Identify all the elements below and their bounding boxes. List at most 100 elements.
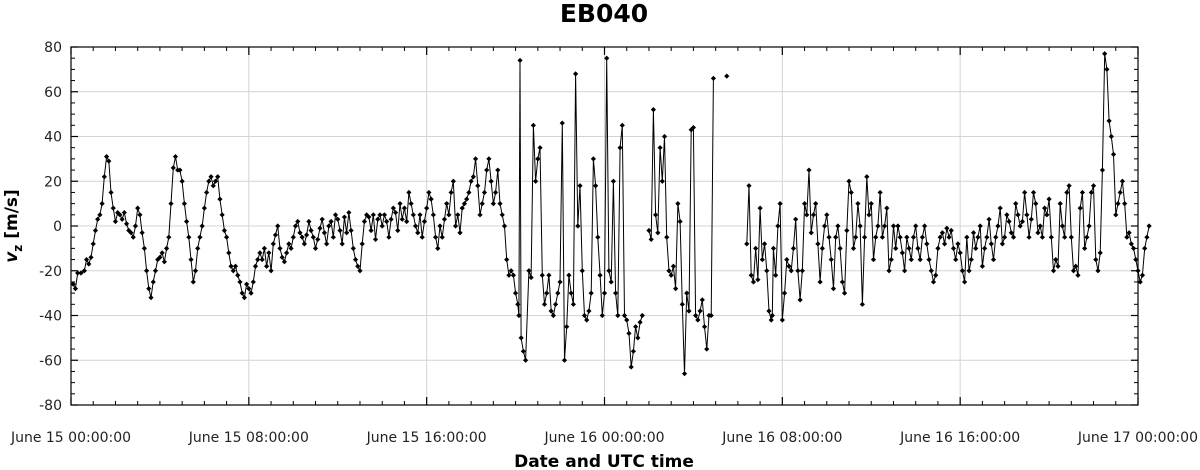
data-point xyxy=(208,174,214,180)
data-point xyxy=(330,234,336,240)
data-point xyxy=(824,212,830,218)
data-point xyxy=(1026,234,1032,240)
y-tick-label: 0 xyxy=(53,219,62,235)
y-tick-label: -40 xyxy=(39,309,62,325)
data-point xyxy=(261,245,267,251)
data-point xyxy=(859,301,865,307)
data-point xyxy=(332,212,339,218)
data-point xyxy=(695,317,701,323)
data-point xyxy=(230,268,236,274)
data-point xyxy=(499,212,505,218)
data-point xyxy=(266,250,272,256)
data-point xyxy=(437,223,443,229)
data-point xyxy=(993,234,999,240)
data-point xyxy=(397,201,403,207)
data-point xyxy=(515,301,521,307)
data-point xyxy=(686,308,692,314)
data-point xyxy=(635,335,641,341)
data-point xyxy=(75,270,81,276)
data-point xyxy=(148,295,154,301)
data-point xyxy=(192,268,199,274)
data-point xyxy=(677,218,683,225)
series-markers xyxy=(70,51,1152,377)
data-point xyxy=(926,256,932,263)
data-point xyxy=(103,154,110,160)
data-point xyxy=(917,256,923,263)
data-point xyxy=(319,216,325,222)
data-point xyxy=(768,317,774,323)
data-point xyxy=(930,279,937,285)
data-point xyxy=(239,290,245,296)
data-point xyxy=(83,256,90,263)
data-point xyxy=(484,167,490,173)
data-point xyxy=(346,209,352,216)
data-point xyxy=(864,174,870,180)
data-point xyxy=(512,290,519,296)
data-point xyxy=(599,312,605,319)
data-point xyxy=(1057,201,1063,207)
data-point xyxy=(704,346,710,352)
data-point xyxy=(101,174,107,180)
data-point xyxy=(1066,183,1072,189)
data-point xyxy=(586,308,592,314)
data-point xyxy=(404,218,410,225)
data-point xyxy=(328,218,334,225)
data-point xyxy=(279,254,285,260)
data-point xyxy=(1095,268,1101,274)
data-point xyxy=(350,245,356,251)
data-point xyxy=(619,122,625,128)
data-point xyxy=(568,290,574,296)
data-point xyxy=(520,348,526,354)
data-point xyxy=(650,107,657,113)
data-point xyxy=(610,178,616,184)
data-point xyxy=(584,317,590,323)
data-point xyxy=(475,183,481,189)
data-point xyxy=(379,223,385,229)
data-point xyxy=(688,127,694,133)
data-point xyxy=(399,216,405,222)
data-point xyxy=(637,319,643,325)
data-point xyxy=(810,212,817,218)
data-point xyxy=(566,272,572,278)
data-point xyxy=(957,250,963,256)
data-point xyxy=(893,245,899,251)
data-point xyxy=(795,268,801,274)
data-point xyxy=(557,279,563,285)
data-point xyxy=(137,212,143,218)
data-point xyxy=(955,241,961,247)
data-point xyxy=(748,272,754,278)
data-point xyxy=(284,250,290,256)
data-point xyxy=(1139,272,1146,278)
data-point xyxy=(679,301,685,307)
data-point xyxy=(424,205,430,211)
data-point xyxy=(1022,189,1028,196)
data-point xyxy=(281,259,287,265)
data-point xyxy=(1064,189,1070,196)
data-point xyxy=(401,205,408,211)
y-tick-label: 40 xyxy=(44,130,62,146)
data-point xyxy=(942,241,948,247)
data-point xyxy=(564,324,570,330)
data-point xyxy=(588,290,594,296)
data-point xyxy=(1088,189,1094,196)
x-tick-label: June 17 00:00:00 xyxy=(1077,430,1198,446)
data-point xyxy=(539,272,545,278)
data-point xyxy=(81,268,87,274)
data-point xyxy=(419,234,425,240)
data-point xyxy=(235,272,241,278)
data-point xyxy=(159,250,165,256)
data-point xyxy=(1124,234,1130,240)
data-point xyxy=(444,201,450,207)
data-point xyxy=(997,205,1003,211)
data-point xyxy=(769,312,775,319)
data-point xyxy=(241,295,247,301)
data-point xyxy=(290,234,296,240)
data-point xyxy=(446,212,452,218)
data-point xyxy=(72,286,79,292)
data-point xyxy=(1002,234,1008,240)
data-point xyxy=(799,268,805,274)
data-point xyxy=(150,279,156,285)
data-point xyxy=(448,189,454,196)
data-point xyxy=(228,263,234,269)
data-point xyxy=(161,259,167,265)
